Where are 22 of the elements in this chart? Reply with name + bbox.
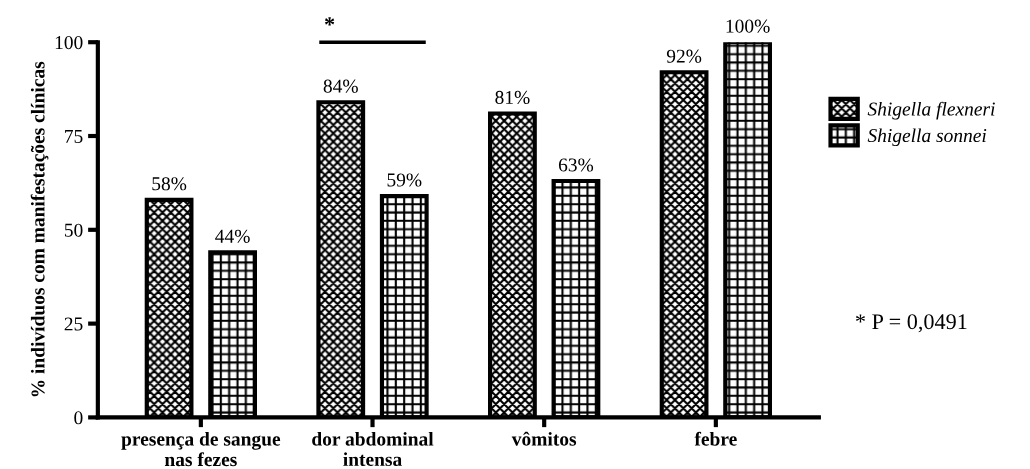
text: * P = 0,0491 bbox=[855, 314, 967, 333]
data-label: 58% bbox=[152, 177, 187, 191]
data-label: 63% bbox=[558, 158, 594, 172]
x-tick-label: febre bbox=[694, 431, 737, 446]
data-label: 44% bbox=[215, 229, 250, 243]
data-label: 81% bbox=[495, 90, 530, 105]
x-tick-label: vômitos bbox=[511, 431, 577, 446]
y-tick-label: 75 bbox=[65, 130, 83, 143]
y-tick-label: 100 bbox=[55, 36, 83, 50]
legend-label: Shigella flexneri bbox=[867, 101, 995, 120]
x-tick-label: presença de sangue nas fezes bbox=[121, 431, 281, 467]
data-label: 100% bbox=[726, 19, 770, 33]
y-tick-label: 0 bbox=[74, 411, 83, 425]
legend-label: Shigella sonnei bbox=[867, 128, 987, 147]
data-label: 92% bbox=[666, 49, 702, 63]
y-tick-label: 25 bbox=[64, 317, 83, 331]
x-tick-label: dor abdominal intensa bbox=[312, 431, 434, 467]
y-tick-label: 50 bbox=[64, 223, 83, 237]
y-axis-title: % indivíduos com manifestações clínicas bbox=[30, 61, 49, 397]
text: * bbox=[324, 17, 335, 26]
data-label: 59% bbox=[387, 173, 422, 187]
data-label: 84% bbox=[323, 79, 358, 93]
